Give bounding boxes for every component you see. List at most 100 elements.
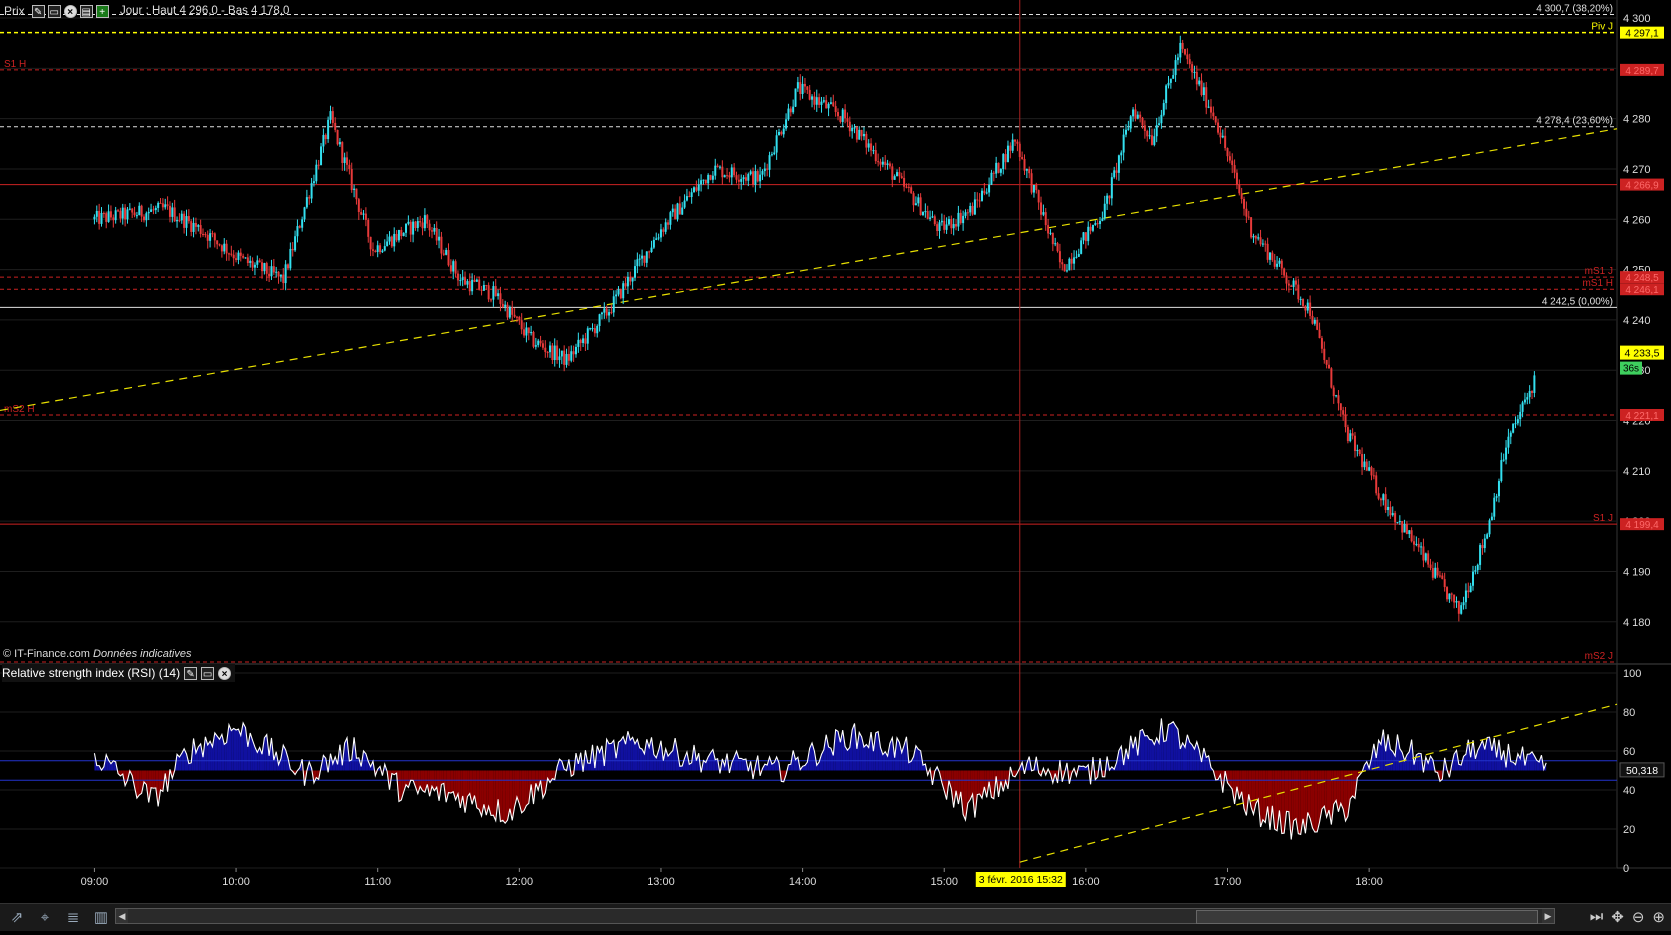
last-price-value: 4 233,5 <box>1624 348 1659 360</box>
candle-body <box>820 101 823 105</box>
time-tick-label: 14:00 <box>789 876 817 888</box>
candle-body <box>570 351 573 361</box>
candle-body <box>1186 54 1189 60</box>
candle-body <box>1323 348 1326 360</box>
scroll-left-icon[interactable]: ◀ <box>116 909 128 923</box>
candle-body <box>549 345 552 353</box>
rsi-fill-segment <box>356 757 359 771</box>
rsi-fill-segment <box>224 742 227 771</box>
candle-body <box>1217 122 1220 133</box>
bars-icon[interactable]: ▥ <box>93 908 109 926</box>
candle-body <box>659 229 662 238</box>
candle-body <box>412 221 415 235</box>
export-icon[interactable]: ⇗ <box>10 908 24 926</box>
candle-body <box>851 127 854 132</box>
list-icon[interactable]: ≣ <box>66 908 80 926</box>
candle-body <box>499 293 502 304</box>
candle-body <box>905 186 908 188</box>
rsi-fill-segment <box>1189 742 1193 771</box>
candle-body <box>983 190 986 194</box>
rsi-fill-segment <box>349 759 352 771</box>
zoom-out-icon[interactable]: ⊖ <box>1631 908 1645 926</box>
candle-body <box>617 289 620 295</box>
rsi-fill-segment <box>483 770 487 816</box>
time-scrollbar[interactable]: ◀ ▶ <box>115 908 1555 924</box>
candle-body <box>1174 60 1177 76</box>
candle-body <box>881 161 884 165</box>
add-indicator-icon[interactable]: + <box>95 4 109 18</box>
close-icon[interactable]: × <box>63 4 77 18</box>
candle-body <box>341 142 344 163</box>
candle-body <box>1141 117 1144 126</box>
rsi-fill-segment <box>462 770 466 813</box>
window-icon[interactable]: ▭ <box>201 666 215 680</box>
candle-body <box>168 205 171 217</box>
rsi-fill-segment <box>1288 770 1292 840</box>
candle-body <box>268 273 271 277</box>
candle-body <box>244 257 247 259</box>
cursor-icon[interactable]: ⌖ <box>40 908 50 926</box>
rsi-fill-segment <box>1298 770 1301 835</box>
candle-body <box>1271 252 1274 261</box>
candle-body <box>1405 524 1408 534</box>
candle-body <box>456 273 459 281</box>
candle-body <box>1184 48 1187 55</box>
price-label: Prix <box>4 4 25 18</box>
candle-body <box>1344 414 1347 428</box>
chart-toolbar: Prix ✎ ▭ × ▤ + <box>0 0 109 22</box>
zoom-in-icon[interactable]: ⊕ <box>1652 908 1665 926</box>
candle-body <box>1261 243 1264 245</box>
scroll-thumb[interactable] <box>1196 910 1538 924</box>
wrench-icon[interactable]: ✎ <box>184 666 198 680</box>
candle-body <box>1235 172 1238 185</box>
candle-body <box>1162 103 1165 115</box>
candle-body <box>1278 260 1281 264</box>
candle-body <box>147 211 150 214</box>
candle-body <box>523 329 526 336</box>
candle-body <box>140 205 143 217</box>
candle-body <box>1443 579 1446 588</box>
scroll-end-icon[interactable]: ⏭ <box>1589 908 1604 925</box>
candle-body <box>761 171 764 175</box>
candle-body <box>728 175 731 178</box>
rsi-fill-segment <box>179 753 182 771</box>
candle-body <box>152 209 155 211</box>
wrench-icon[interactable]: ✎ <box>31 4 45 18</box>
rsi-fill-segment <box>1539 755 1542 771</box>
candle-body <box>1158 123 1161 126</box>
crosshair-date-badge <box>975 872 1066 887</box>
candle-body <box>239 252 242 256</box>
rsi-fill-segment <box>252 740 255 771</box>
candle-body <box>1441 575 1444 580</box>
candle-body <box>589 328 592 330</box>
candle-body <box>1117 155 1120 173</box>
candle-body <box>1330 368 1333 388</box>
candle-body <box>921 211 924 215</box>
candle-body <box>414 221 417 228</box>
window-icon[interactable]: ▭ <box>47 4 61 18</box>
candle-body <box>730 167 733 178</box>
rsi-fill-segment <box>285 749 288 771</box>
candle-body <box>1122 134 1125 153</box>
candle-body <box>480 289 483 291</box>
rsi-fill-segment <box>1232 770 1235 804</box>
rsi-fill-segment <box>703 760 706 771</box>
candle-body <box>1299 299 1302 301</box>
rsi-fill-segment <box>559 759 562 771</box>
candle-body <box>1002 154 1005 170</box>
zoom-fit-icon[interactable]: ✥ <box>1611 908 1624 926</box>
rsi-fill-segment <box>828 746 831 771</box>
rsi-fill-segment <box>214 732 218 771</box>
scroll-right-icon[interactable]: ▶ <box>1542 909 1554 923</box>
rsi-fill-segment <box>108 760 111 771</box>
rsi-fill-segment <box>1236 770 1240 800</box>
close-icon[interactable]: × <box>218 666 232 680</box>
candle-body <box>402 232 405 237</box>
rsi-fill-segment <box>1194 741 1197 771</box>
candle-body <box>1403 524 1406 533</box>
chart-type-icon[interactable]: ▤ <box>79 4 93 18</box>
candle-body <box>1070 258 1073 264</box>
candle-body <box>464 277 467 285</box>
level-badge-value: 4 246,1 <box>1625 285 1659 296</box>
rsi-fill-segment <box>899 742 902 771</box>
